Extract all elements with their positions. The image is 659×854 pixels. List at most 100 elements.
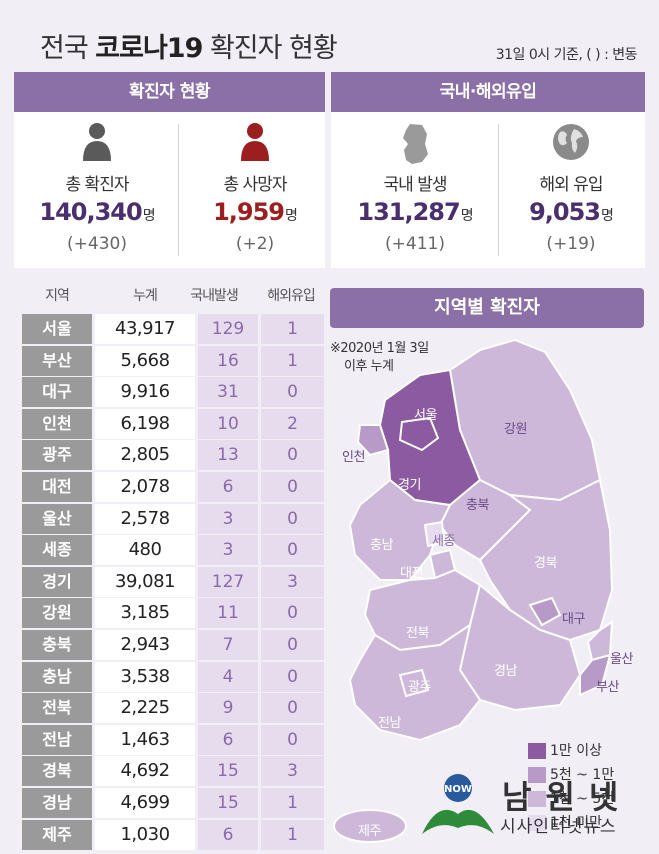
table-row: 충남 3,538 4 0 — [22, 661, 324, 693]
legend-item: 5천 ~ 1만 — [528, 764, 614, 784]
table-row: 부산 5,668 16 1 — [22, 345, 324, 377]
cell-total: 39,081 — [95, 566, 195, 597]
person-icon — [241, 123, 269, 161]
page-title: 전국 코로나19 확진자 현황 — [40, 33, 338, 64]
cell-total: 2,943 — [95, 630, 195, 660]
cell-total: 1,030 — [95, 819, 195, 850]
column-header-region: 지역 — [45, 288, 70, 304]
map-label-daejeon: 대전 — [400, 566, 423, 581]
stat-total-deaths: 총 사망자 1,959명 (+2) — [180, 112, 330, 268]
cell-domestic: 3 — [198, 535, 258, 566]
region-seoul — [398, 416, 440, 452]
cell-total: 2,078 — [95, 472, 195, 502]
cell-overseas: 2 — [261, 408, 324, 439]
divider — [498, 124, 499, 256]
cell-overseas: 0 — [261, 598, 324, 629]
cell-total: 4,692 — [95, 756, 195, 787]
cell-domestic: 13 — [198, 440, 258, 471]
confirmed-panel-title: 확진자 현황 — [14, 72, 325, 112]
cell-total: 1,463 — [95, 724, 195, 755]
inflow-panel-title: 국내·해외유입 — [331, 72, 645, 112]
cell-region: 경남 — [22, 788, 92, 818]
column-header-domestic: 국내발생 — [190, 288, 239, 304]
cell-domestic: 15 — [198, 756, 258, 787]
cell-region: 충남 — [22, 661, 92, 692]
cell-total: 6,198 — [95, 408, 195, 439]
cell-domestic: 3 — [198, 503, 258, 534]
cell-region: 세종 — [22, 535, 92, 566]
cell-region: 울산 — [22, 503, 92, 534]
cell-overseas: 0 — [261, 535, 324, 566]
table-row: 경기 39,081 127 3 — [22, 566, 324, 598]
cell-domestic: 9 — [198, 693, 258, 724]
cell-total: 5,668 — [95, 345, 195, 376]
table-row: 서울 43,917 129 1 — [22, 314, 324, 345]
cell-region: 경기 — [22, 566, 92, 597]
cell-domestic: 4 — [198, 661, 258, 692]
cell-domestic: 10 — [198, 408, 258, 439]
cell-overseas: 0 — [261, 472, 324, 502]
map-label-seoul: 서울 — [414, 408, 437, 423]
cell-total: 480 — [95, 535, 195, 566]
cell-domestic: 6 — [198, 819, 258, 850]
cell-domestic: 7 — [198, 630, 258, 660]
table-row: 전남 1,463 6 0 — [22, 724, 324, 756]
map-label-jeju: 제주 — [358, 824, 381, 839]
inflow-panel — [331, 112, 645, 268]
map-label-gyeongnam: 경남 — [494, 664, 517, 679]
cell-region: 대구 — [22, 377, 92, 408]
cell-total: 2,225 — [95, 693, 195, 724]
cell-overseas: 0 — [261, 440, 324, 471]
cell-overseas: 1 — [261, 345, 324, 376]
map-label-gyeongbuk: 경북 — [534, 556, 557, 571]
region-sejong — [423, 520, 446, 548]
cell-region: 강원 — [22, 598, 92, 629]
cell-domestic: 127 — [198, 566, 258, 597]
globe-icon — [553, 124, 589, 160]
cell-region: 부산 — [22, 345, 92, 376]
cell-overseas: 0 — [261, 377, 324, 408]
column-header-total: 누계 — [133, 288, 158, 304]
map-label-gwangju: 광주 — [408, 680, 431, 695]
cell-overseas: 1 — [261, 788, 324, 818]
cell-overseas: 0 — [261, 724, 324, 755]
cell-overseas: 3 — [261, 756, 324, 787]
cell-domestic: 6 — [198, 724, 258, 755]
cell-overseas: 0 — [261, 693, 324, 724]
cell-region: 전북 — [22, 693, 92, 724]
stat-overseas: 해외 유입 9,053명 (+19) — [496, 112, 646, 268]
stat-domestic: 국내 발생 131,287명 (+411) — [340, 112, 490, 268]
table-row: 울산 2,578 3 0 — [22, 503, 324, 535]
map-label-gangwon: 강원 — [504, 422, 527, 437]
svg-text:NOW: NOW — [444, 784, 472, 795]
map-label-chungbuk: 충북 — [466, 498, 489, 513]
legend-item: 1천 미만 — [528, 812, 602, 832]
map-label-jeonbuk: 전북 — [406, 626, 429, 641]
column-header-overseas: 해외유입 — [267, 288, 316, 304]
region-busan — [579, 653, 612, 697]
korea-region-map — [333, 338, 614, 843]
table-row: 경북 4,692 15 3 — [22, 756, 324, 787]
cell-total: 9,916 — [95, 377, 195, 408]
map-title: 지역별 확진자 — [330, 288, 644, 328]
confirmed-panel — [14, 112, 325, 268]
legend-item: 1만 이상 — [528, 740, 602, 760]
divider — [178, 124, 179, 256]
map-label-ulsan: 울산 — [610, 652, 633, 667]
map-label-jeonnam: 전남 — [378, 716, 401, 731]
region-jeju — [333, 809, 407, 843]
cell-overseas: 1 — [261, 819, 324, 850]
cell-overseas: 3 — [261, 566, 324, 597]
map-label-daegu: 대구 — [562, 612, 585, 627]
cell-domestic: 11 — [198, 598, 258, 629]
cell-region: 서울 — [22, 314, 92, 344]
cell-total: 4,699 — [95, 788, 195, 818]
cell-region: 충북 — [22, 630, 92, 660]
map-note: ※2020년 1월 3일 이후 누계 — [330, 341, 429, 374]
table-row: 대구 9,916 31 0 — [22, 377, 324, 408]
legend-item: 1천 ~ 5천 — [528, 788, 614, 808]
map-label-incheon: 인천 — [342, 450, 365, 465]
region-daegu — [528, 596, 562, 627]
cell-overseas: 0 — [261, 630, 324, 660]
table-row: 인천 6,198 10 2 — [22, 408, 324, 440]
